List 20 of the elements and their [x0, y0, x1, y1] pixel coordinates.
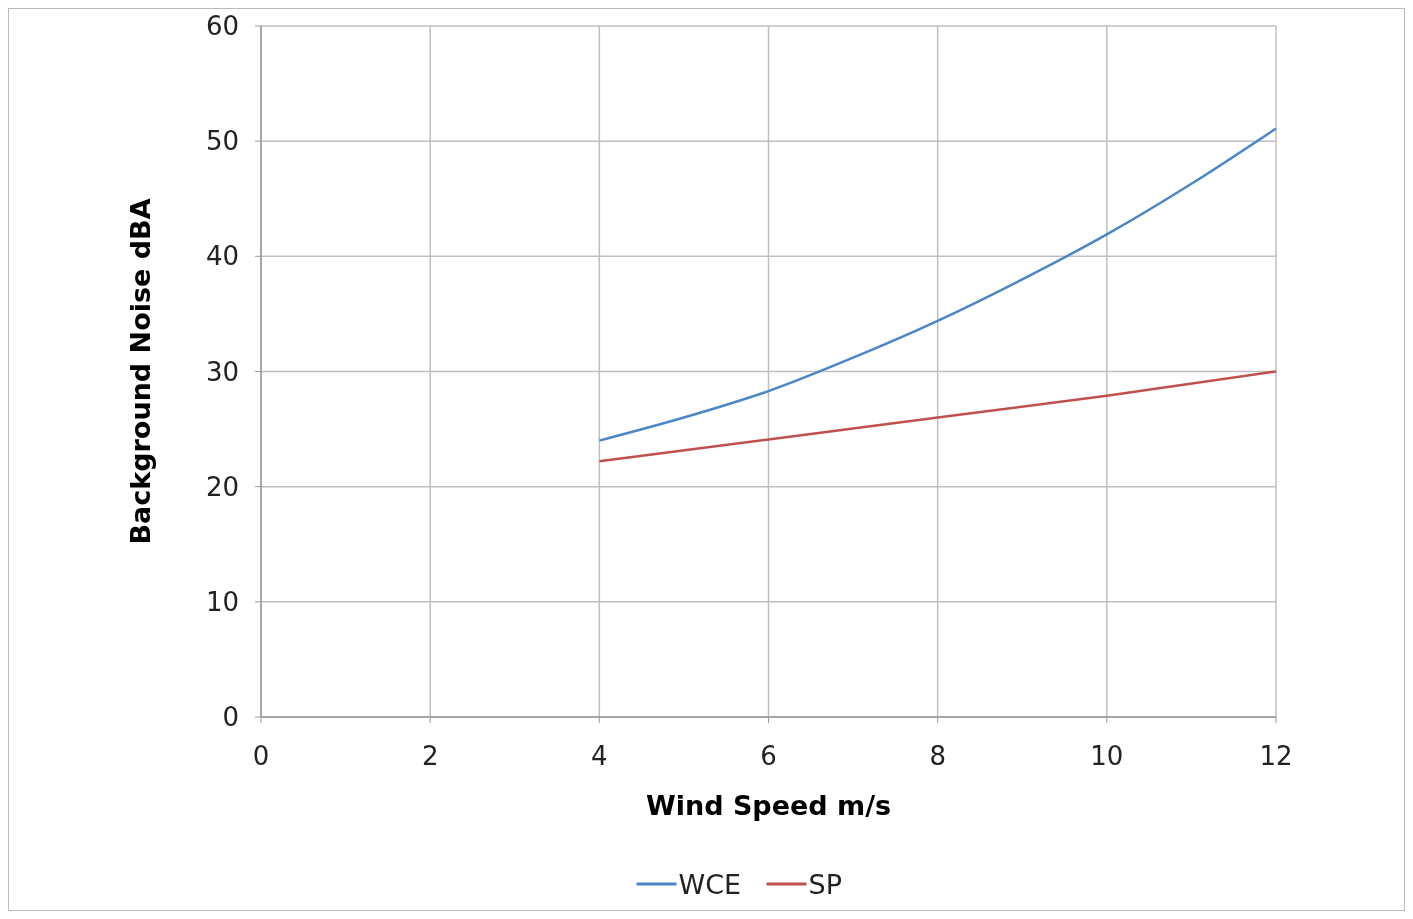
- y-tick-label: 50: [205, 126, 239, 157]
- y-tick-label: 0: [222, 702, 239, 732]
- line-series: [598, 127, 1278, 442]
- y-tick-label: 60: [205, 11, 239, 41]
- x-tick-label: 12: [1259, 741, 1293, 771]
- x-tick-label: 8: [929, 741, 946, 771]
- y-tick-label: 20: [205, 471, 239, 502]
- y-axis-title: Background Noise dBA: [125, 198, 156, 545]
- x-tick-label: 0: [252, 741, 270, 771]
- x-axis-title: Wind Speed m/s: [645, 790, 892, 821]
- legend-label: SP: [808, 869, 842, 900]
- x-tick-label: 10: [1090, 741, 1124, 771]
- line-series: [598, 370, 1278, 463]
- legend-label: WCE: [678, 869, 742, 900]
- x-tick-label: 2: [421, 741, 439, 771]
- y-tick-label: 10: [205, 586, 239, 617]
- y-tick-label: 40: [205, 241, 239, 272]
- x-tick-label: 4: [591, 741, 608, 771]
- y-tick-label: 30: [205, 356, 239, 387]
- x-tick-label: 6: [760, 741, 777, 771]
